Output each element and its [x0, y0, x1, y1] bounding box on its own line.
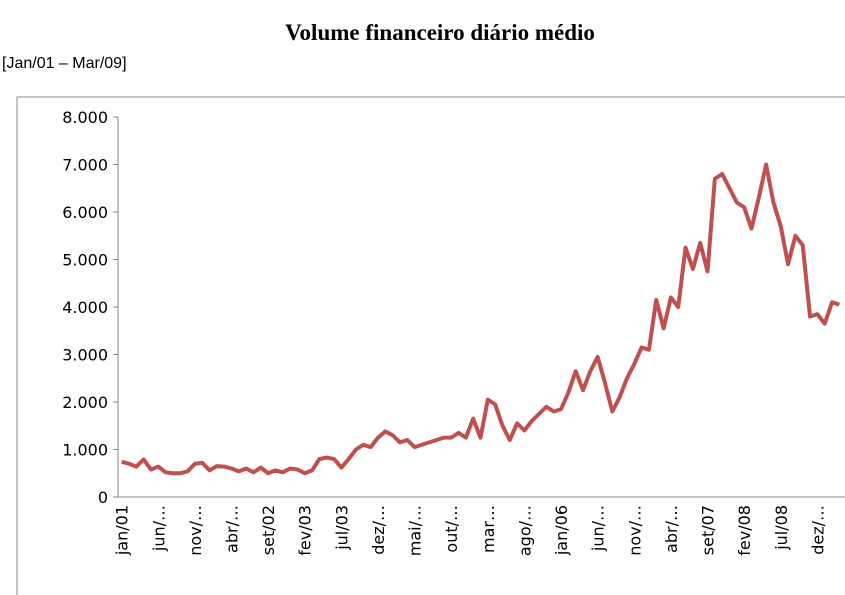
- data-line: [121, 162, 840, 476]
- x-tick-label: fev/03: [296, 505, 315, 556]
- x-tick-label: fev/08: [735, 505, 754, 556]
- chart-frame: [16, 96, 845, 595]
- x-tick-label: set/02: [259, 505, 278, 555]
- x-tick-label: mar…: [479, 505, 498, 553]
- x-tick-label: jan/06: [552, 505, 571, 556]
- x-tick-label: jun/…: [589, 505, 608, 552]
- x-tick-label: dez/…: [369, 505, 388, 555]
- y-tick-label: 4.000: [62, 298, 108, 317]
- x-tick-label: nov/…: [186, 505, 205, 556]
- x-tick-label: out/…: [442, 505, 461, 553]
- x-tick-label: ago/…: [515, 505, 534, 556]
- x-tick-label: jun/…: [149, 505, 168, 552]
- x-tick-label: jul/08: [772, 505, 791, 551]
- x-tick-label: abr/…: [662, 505, 681, 553]
- y-tick-label: 5.000: [62, 251, 108, 270]
- x-tick-label: nov/…: [625, 505, 644, 556]
- y-tick-label: 6.000: [62, 203, 108, 222]
- y-tick-label: 8.000: [62, 108, 108, 127]
- y-tick-label: 1.000: [62, 441, 108, 460]
- y-tick-label: 7.000: [62, 156, 108, 175]
- x-tick-label: abr/…: [223, 505, 242, 553]
- chart-subtitle: [Jan/01 – Mar/09]: [2, 55, 127, 72]
- x-tick-label: jul/03: [332, 505, 351, 551]
- x-tick-label: mai/…: [406, 505, 425, 556]
- x-tick-label: set/07: [699, 505, 718, 555]
- y-tick-label: 2.000: [62, 393, 108, 412]
- x-tick-label: dez/…: [808, 505, 827, 555]
- x-tick-label: jan/01: [113, 505, 132, 556]
- chart-title: Volume financeiro diário médio: [285, 20, 595, 45]
- y-tick-label: 3.000: [62, 346, 108, 365]
- y-tick-label: 0: [98, 488, 108, 507]
